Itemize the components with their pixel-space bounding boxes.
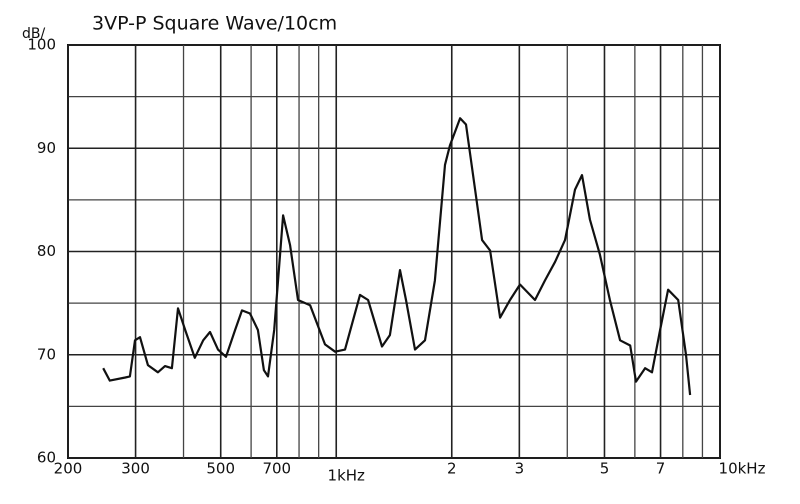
y-tick-label: 70 bbox=[37, 345, 56, 363]
y-tick-label: 60 bbox=[37, 449, 56, 467]
y-tick-label: 100 bbox=[27, 36, 56, 54]
response-curve bbox=[102, 117, 692, 396]
y-axis-label: dB/ bbox=[22, 26, 45, 42]
y-tick-label: 80 bbox=[37, 242, 56, 260]
x-tick-label: 300 bbox=[121, 460, 150, 478]
y-tick-label: 90 bbox=[37, 139, 56, 157]
x-tick-label: 700 bbox=[262, 460, 291, 478]
x-tick-label: 3 bbox=[515, 460, 525, 478]
x-tick-label: 1kHz bbox=[328, 467, 366, 485]
x-tick-label: 7 bbox=[656, 460, 666, 478]
x-tick-label: 500 bbox=[206, 460, 235, 478]
x-tick-label: 200 bbox=[54, 460, 83, 478]
chart-title: 3VP-P Square Wave/10cm bbox=[92, 13, 337, 35]
x-tick-label: 5 bbox=[600, 460, 610, 478]
x-tick-label: 10kHz bbox=[719, 460, 766, 478]
x-tick-label: 2 bbox=[447, 460, 457, 478]
